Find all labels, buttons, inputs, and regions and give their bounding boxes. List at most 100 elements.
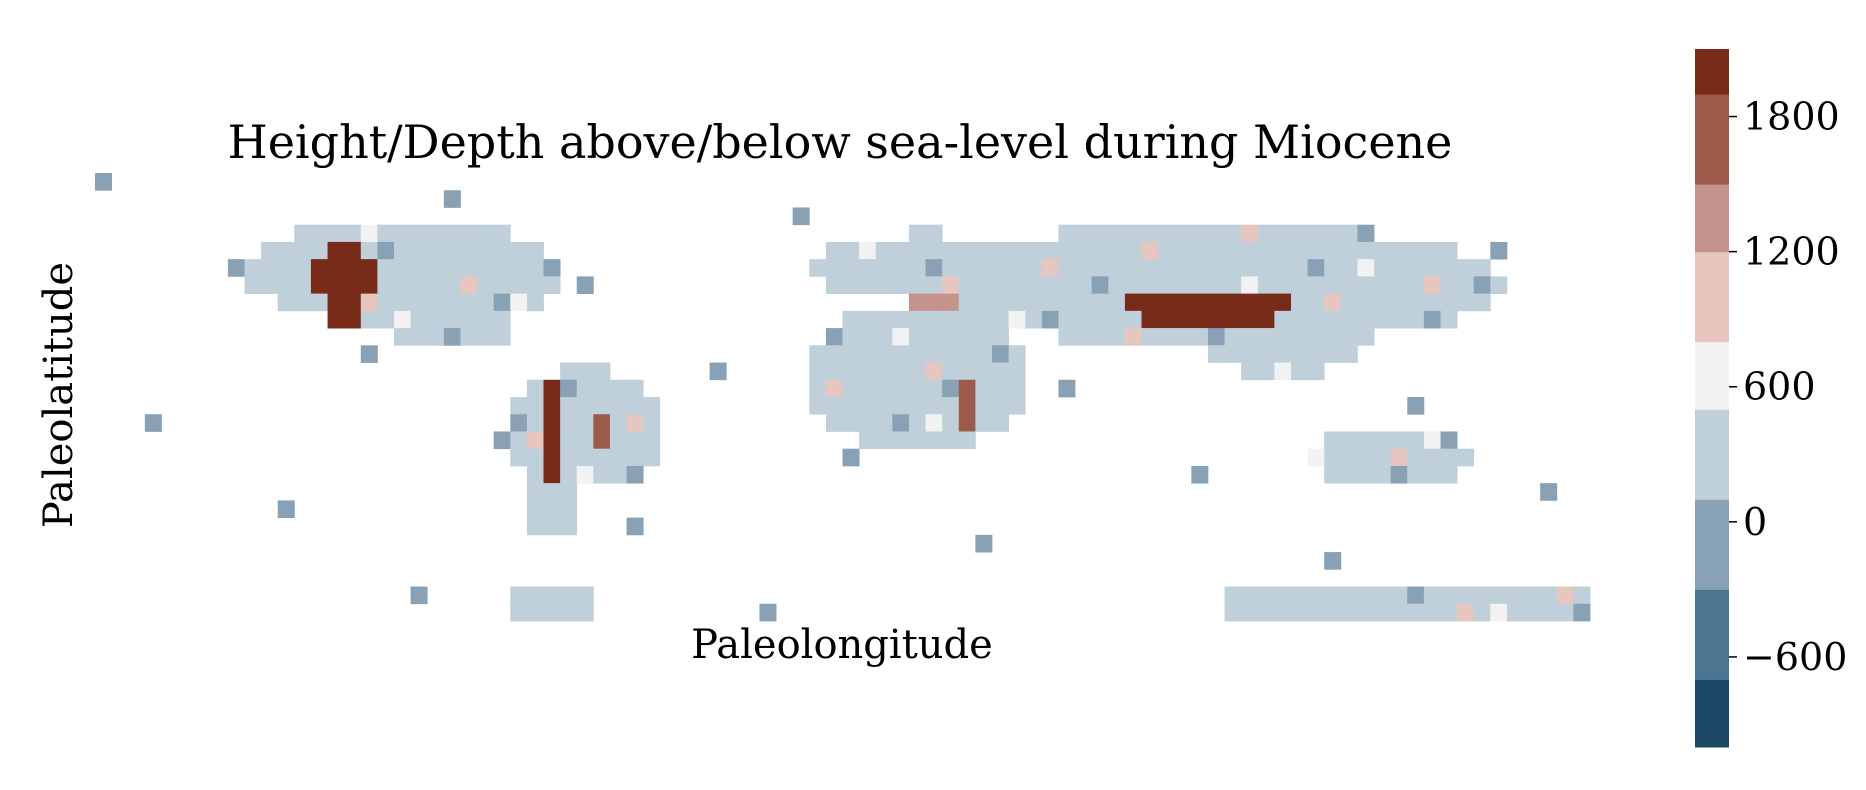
heatmap-cell	[1423, 603, 1441, 622]
heatmap-cell	[427, 224, 445, 243]
heatmap-cell	[1241, 224, 1259, 243]
heatmap-cell	[1241, 345, 1259, 363]
heatmap-cell	[825, 397, 843, 415]
colorbar-tick-label: 0	[1743, 500, 1767, 544]
heatmap-cell	[1241, 603, 1259, 622]
heatmap-cell	[144, 414, 162, 432]
heatmap-cell	[892, 379, 910, 398]
heatmap-cell	[1291, 603, 1309, 622]
heatmap-cell	[1291, 259, 1309, 277]
heatmap-cell	[1257, 603, 1275, 622]
heatmap-cell	[1340, 586, 1358, 605]
heatmap-cell	[1523, 603, 1541, 622]
heatmap-cell	[510, 293, 528, 312]
heatmap-cell	[510, 586, 528, 605]
heatmap-cell	[1523, 586, 1541, 605]
heatmap-cell	[344, 259, 362, 277]
heatmap-cell	[1058, 276, 1076, 295]
heatmap-cell	[942, 379, 960, 398]
heatmap-cell	[510, 397, 528, 415]
heatmap-cell	[1357, 259, 1375, 277]
heatmap-cell	[1324, 586, 1342, 605]
heatmap-cell	[925, 362, 943, 381]
heatmap-cell	[377, 224, 395, 243]
heatmap-cell	[1473, 586, 1491, 605]
heatmap-cell	[1091, 310, 1109, 329]
heatmap-cell	[477, 259, 495, 277]
heatmap-cell	[477, 276, 495, 295]
heatmap-cell	[1058, 224, 1076, 243]
heatmap-cell	[626, 397, 644, 415]
heatmap-cell	[1490, 603, 1508, 622]
heatmap-cell	[958, 310, 976, 329]
heatmap-cell	[1257, 586, 1275, 605]
heatmap-cell	[1340, 276, 1358, 295]
heatmap-cell	[1506, 586, 1524, 605]
heatmap-cell	[1241, 276, 1259, 295]
heatmap-cell	[992, 414, 1010, 432]
heatmap-cell	[1423, 259, 1441, 277]
heatmap-cell	[1307, 345, 1325, 363]
heatmap-cell	[1357, 465, 1375, 484]
heatmap-cell	[360, 224, 378, 243]
heatmap-cell	[1191, 276, 1209, 295]
heatmap-cell	[942, 431, 960, 450]
heatmap-cell	[593, 397, 611, 415]
heatmap-cell	[975, 241, 993, 260]
heatmap-cell	[443, 310, 461, 329]
heatmap-cell	[526, 586, 544, 605]
heatmap-cell	[394, 328, 412, 346]
heatmap-cell	[1124, 293, 1142, 312]
heatmap-cell	[410, 586, 428, 605]
x-axis-label: Paleolongitude	[691, 622, 993, 668]
heatmap-cell	[908, 345, 926, 363]
heatmap-cell	[1174, 241, 1192, 260]
heatmap-cell	[626, 414, 644, 432]
heatmap-cell	[526, 448, 544, 467]
heatmap-cell	[1440, 448, 1458, 467]
heatmap-cell	[477, 224, 495, 243]
heatmap-cell	[908, 431, 926, 450]
heatmap-cell	[859, 379, 877, 398]
heatmap-cell	[992, 259, 1010, 277]
heatmap-cell	[510, 431, 528, 450]
heatmap-cell	[543, 500, 561, 519]
heatmap-cell	[526, 517, 544, 536]
heatmap-cell	[609, 379, 627, 398]
heatmap-cell	[1224, 328, 1242, 346]
heatmap-cell	[1407, 397, 1425, 415]
colorbar-segment	[1695, 341, 1729, 410]
heatmap-cell	[526, 397, 544, 415]
colorbar-segment	[1695, 499, 1729, 590]
heatmap-cell	[1374, 259, 1392, 277]
heatmap-cell	[1324, 448, 1342, 467]
heatmap-cell	[1324, 431, 1342, 450]
heatmap-cell	[1357, 603, 1375, 622]
heatmap-cell	[543, 276, 561, 295]
heatmap-cell	[377, 276, 395, 295]
heatmap-cell	[560, 483, 578, 501]
heatmap-cell	[294, 241, 312, 260]
heatmap-cell	[1091, 224, 1109, 243]
heatmap-cell	[560, 586, 578, 605]
heatmap-cell	[958, 241, 976, 260]
heatmap-cell	[526, 241, 544, 260]
heatmap-cell	[925, 276, 943, 295]
heatmap-cell	[1274, 586, 1292, 605]
heatmap-cell	[1207, 345, 1225, 363]
heatmap-cell	[1124, 241, 1142, 260]
heatmap-cell	[1307, 241, 1325, 260]
heatmap-cell	[1457, 276, 1475, 295]
heatmap-cell	[510, 414, 528, 432]
chart-title: Height/Depth above/below sea-level durin…	[228, 115, 1453, 169]
heatmap-cell	[925, 345, 943, 363]
heatmap-cell	[1274, 362, 1292, 381]
heatmap-cell	[1158, 224, 1176, 243]
heatmap-cell	[992, 397, 1010, 415]
heatmap-cell	[992, 328, 1010, 346]
heatmap-cell	[1075, 328, 1093, 346]
heatmap-cell	[1191, 259, 1209, 277]
heatmap-cell	[377, 241, 395, 260]
heatmap-cell	[1108, 259, 1126, 277]
